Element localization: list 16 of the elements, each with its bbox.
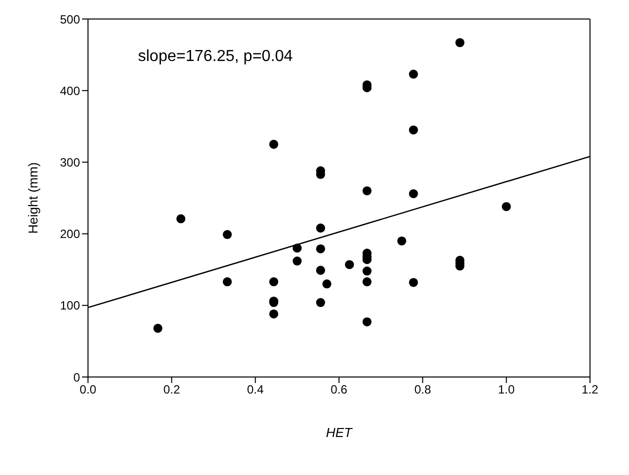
y-tick-label: 0 xyxy=(73,370,80,384)
x-tick-label: 0.2 xyxy=(163,382,180,397)
x-axis-title: HET xyxy=(326,425,354,440)
x-tick-label: 0.8 xyxy=(414,382,432,397)
x-tick-label: 1.2 xyxy=(582,382,599,397)
y-tick-label: 500 xyxy=(60,12,80,26)
x-tick-label: 0.6 xyxy=(330,382,348,397)
y-tick-label: 400 xyxy=(60,84,80,98)
y-tick-label: 100 xyxy=(60,298,80,313)
x-tick-label: 1.0 xyxy=(498,382,515,397)
y-tick-label: 300 xyxy=(60,155,80,170)
y-tick-label: 200 xyxy=(60,227,80,242)
y-axis-title: Height (mm) xyxy=(26,162,41,234)
x-tick-label: 0.4 xyxy=(246,382,264,397)
annotation: slope=176.25, p=0.04 xyxy=(138,48,293,66)
x-tick-label: 0.0 xyxy=(80,382,97,397)
